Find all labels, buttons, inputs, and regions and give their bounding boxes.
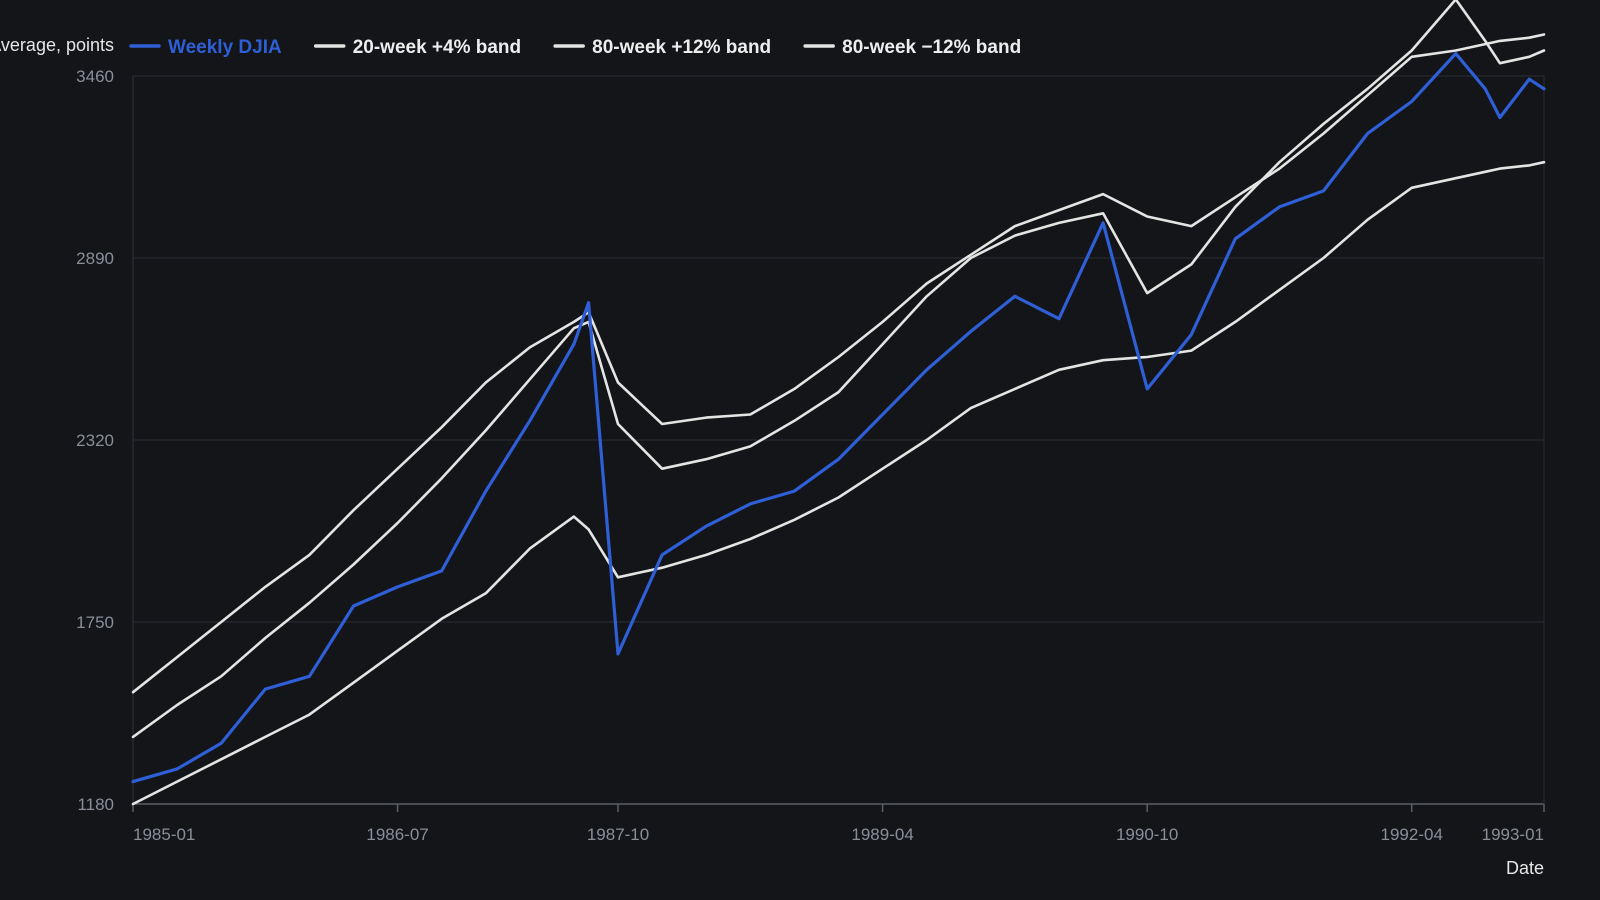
legend-item-0: Weekly DJIA xyxy=(129,37,282,58)
legend-item-1: 20-week +4% band xyxy=(313,37,521,58)
series-line-2 xyxy=(131,33,1546,694)
y-axis-title: Dow Jones Industrial Average, points xyxy=(0,35,114,55)
legend-label-2: 80-week +12% band xyxy=(592,37,771,58)
series-line-1 xyxy=(131,0,1546,739)
x-tick-1987-10: 1987-10 xyxy=(587,825,649,844)
x-tick-labels: 1985-01 1986-07 1987-10 1989-04 1990-10 1992-… xyxy=(133,825,1544,844)
x-axis-title: Date xyxy=(1506,858,1544,878)
y-tick-1750: 1750 xyxy=(76,613,114,632)
y-tick-2320: 2320 xyxy=(76,431,114,450)
legend-label-1: 20-week +4% band xyxy=(353,37,521,58)
axes xyxy=(132,76,1545,812)
x-tick-1989-04: 1989-04 xyxy=(851,825,913,844)
legend-item-3: 80-week −12% band xyxy=(803,37,1021,58)
legend-label-0: Weekly DJIA xyxy=(168,37,282,58)
y-tick-3460: 3460 xyxy=(76,67,114,86)
series-line-3 xyxy=(131,160,1546,806)
series-lines xyxy=(131,0,1546,806)
y-tick-labels: 1180 1750 2320 2890 3460 xyxy=(76,67,114,814)
legend-label-3: 80-week −12% band xyxy=(842,37,1021,58)
x-tick-1993-01: 1993-01 xyxy=(1482,825,1544,844)
x-tick-1990-10: 1990-10 xyxy=(1116,825,1178,844)
x-tick-1985-01: 1985-01 xyxy=(133,825,195,844)
y-tick-1180: 1180 xyxy=(77,795,114,814)
x-tick-1986-07: 1986-07 xyxy=(366,825,428,844)
legend-item-2: 80-week +12% band xyxy=(553,37,771,58)
series-line-0 xyxy=(131,51,1546,784)
legend: Weekly DJIA 20-week +4% band 80-week +12% … xyxy=(129,37,1021,58)
x-tick-1992-04: 1992-04 xyxy=(1381,825,1443,844)
gridlines xyxy=(133,75,1544,805)
y-tick-2890: 2890 xyxy=(76,249,114,268)
